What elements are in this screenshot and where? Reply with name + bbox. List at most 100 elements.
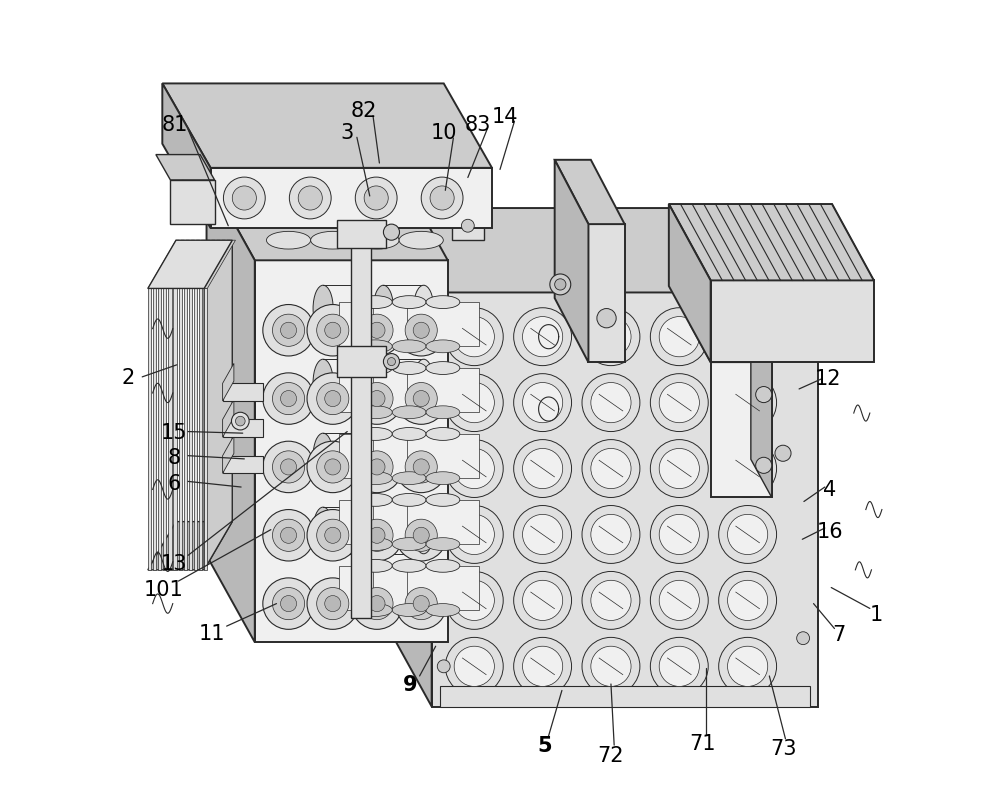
- Polygon shape: [199, 289, 202, 570]
- Ellipse shape: [728, 449, 768, 489]
- Circle shape: [307, 510, 358, 561]
- Polygon shape: [148, 241, 232, 289]
- Ellipse shape: [728, 515, 768, 555]
- Circle shape: [361, 451, 393, 483]
- Ellipse shape: [358, 604, 392, 617]
- Polygon shape: [407, 566, 479, 610]
- Circle shape: [405, 383, 437, 415]
- Ellipse shape: [287, 187, 331, 205]
- Text: 1: 1: [870, 605, 883, 624]
- Text: 2: 2: [122, 368, 135, 387]
- Polygon shape: [148, 241, 179, 289]
- Polygon shape: [223, 436, 234, 474]
- Ellipse shape: [358, 472, 392, 485]
- Circle shape: [413, 528, 429, 544]
- Text: 81: 81: [161, 115, 188, 134]
- Circle shape: [351, 578, 403, 630]
- Ellipse shape: [659, 317, 699, 357]
- Polygon shape: [179, 241, 210, 289]
- Ellipse shape: [373, 434, 393, 480]
- Ellipse shape: [719, 638, 777, 695]
- Ellipse shape: [426, 560, 460, 573]
- Ellipse shape: [414, 286, 434, 332]
- Circle shape: [405, 315, 437, 347]
- Ellipse shape: [353, 360, 373, 406]
- Polygon shape: [690, 324, 772, 363]
- Ellipse shape: [426, 538, 460, 551]
- Circle shape: [361, 383, 393, 415]
- Ellipse shape: [232, 187, 256, 210]
- Polygon shape: [162, 84, 211, 229]
- Circle shape: [461, 220, 474, 233]
- Ellipse shape: [445, 374, 503, 432]
- Circle shape: [437, 660, 450, 673]
- Ellipse shape: [659, 646, 699, 687]
- Circle shape: [597, 309, 616, 328]
- Ellipse shape: [591, 449, 631, 489]
- Ellipse shape: [373, 286, 393, 332]
- Ellipse shape: [358, 428, 392, 441]
- Polygon shape: [337, 221, 386, 249]
- Ellipse shape: [591, 581, 631, 621]
- Ellipse shape: [582, 638, 640, 695]
- Ellipse shape: [355, 178, 397, 220]
- Circle shape: [555, 279, 566, 291]
- Circle shape: [351, 373, 403, 425]
- Ellipse shape: [358, 362, 392, 375]
- Polygon shape: [711, 281, 874, 363]
- Text: 73: 73: [770, 739, 796, 758]
- Ellipse shape: [358, 560, 392, 573]
- Polygon shape: [199, 241, 230, 289]
- Circle shape: [317, 451, 349, 483]
- Ellipse shape: [421, 178, 463, 220]
- Text: 72: 72: [598, 745, 624, 764]
- Circle shape: [395, 373, 447, 425]
- Ellipse shape: [650, 638, 708, 695]
- Ellipse shape: [582, 308, 640, 366]
- Ellipse shape: [659, 449, 699, 489]
- Circle shape: [235, 417, 245, 426]
- Ellipse shape: [445, 440, 503, 498]
- Ellipse shape: [289, 178, 331, 220]
- Circle shape: [756, 387, 772, 403]
- Polygon shape: [223, 456, 263, 474]
- Polygon shape: [351, 241, 371, 618]
- Ellipse shape: [523, 383, 563, 423]
- Ellipse shape: [514, 440, 572, 498]
- Circle shape: [369, 528, 385, 544]
- Polygon shape: [373, 566, 445, 610]
- Ellipse shape: [426, 472, 460, 485]
- Polygon shape: [385, 209, 432, 707]
- Ellipse shape: [728, 646, 768, 687]
- Ellipse shape: [426, 340, 460, 353]
- Polygon shape: [148, 522, 232, 570]
- Ellipse shape: [266, 232, 311, 250]
- Ellipse shape: [392, 340, 426, 353]
- Circle shape: [325, 528, 341, 544]
- Polygon shape: [373, 500, 445, 544]
- Polygon shape: [158, 289, 161, 570]
- Polygon shape: [158, 241, 189, 289]
- Ellipse shape: [719, 572, 777, 630]
- Circle shape: [395, 305, 447, 357]
- Ellipse shape: [392, 296, 426, 309]
- Ellipse shape: [591, 646, 631, 687]
- Polygon shape: [373, 434, 445, 479]
- Circle shape: [405, 451, 437, 483]
- Circle shape: [383, 225, 400, 241]
- Ellipse shape: [650, 506, 708, 564]
- Ellipse shape: [414, 507, 434, 554]
- Ellipse shape: [311, 232, 355, 250]
- Circle shape: [281, 323, 297, 339]
- Polygon shape: [588, 225, 625, 363]
- Circle shape: [361, 520, 393, 552]
- Circle shape: [263, 510, 314, 561]
- Polygon shape: [204, 289, 207, 570]
- Polygon shape: [207, 174, 255, 642]
- Circle shape: [369, 323, 385, 339]
- Ellipse shape: [392, 362, 426, 375]
- Ellipse shape: [728, 317, 768, 357]
- Polygon shape: [168, 289, 172, 570]
- Text: 14: 14: [492, 107, 518, 126]
- Text: 5: 5: [538, 736, 552, 755]
